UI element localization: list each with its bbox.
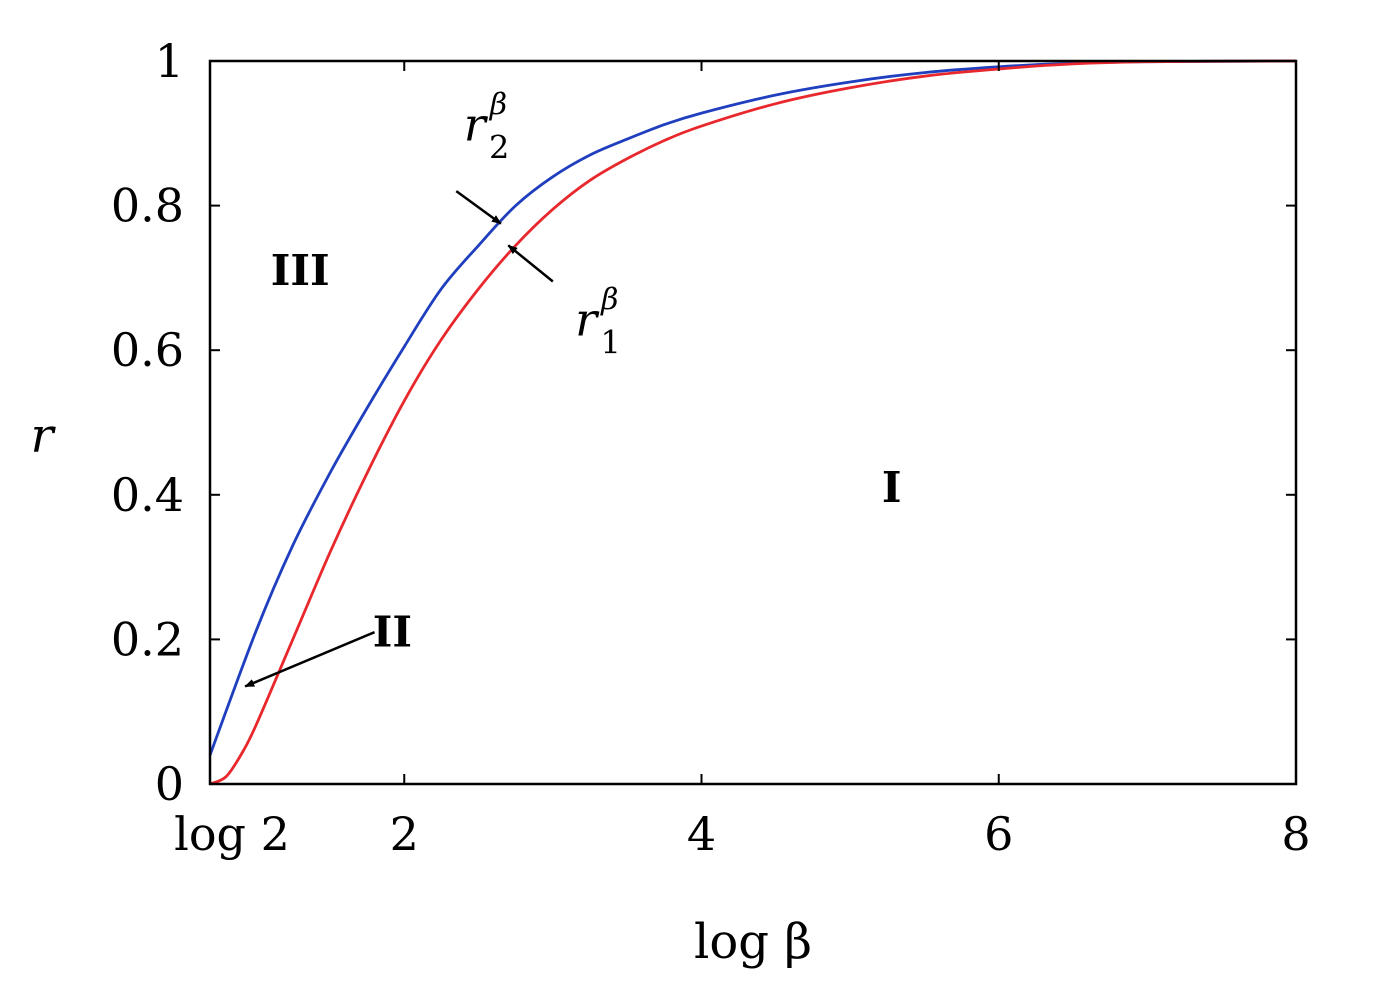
- series-layer: [208, 59, 1297, 786]
- x-tick-label: 8: [1281, 807, 1310, 861]
- annotation-arrow-ii: [244, 631, 376, 688]
- x-tick-label: 6: [984, 807, 1013, 861]
- x-tick-label: 2: [390, 807, 419, 861]
- tick-layer: log 2 2 4 6 8 0 0.2 0.4 0.6 0.8 1: [111, 34, 1311, 861]
- annotation-arrow-r2: [455, 190, 502, 225]
- y-tick-label: 0.6: [111, 323, 184, 377]
- y-tick-label: 0.8: [111, 179, 184, 233]
- annotation-label-ii: II: [373, 608, 412, 657]
- annotation-arrow-r1: [507, 244, 554, 283]
- region-label-i: I: [882, 463, 902, 512]
- y-tick-label: 0.4: [111, 468, 184, 522]
- y-tick-label: 0.2: [111, 612, 184, 666]
- x-axis-label: log β: [694, 914, 812, 970]
- x-tick-label: 4: [687, 807, 716, 861]
- plot-frame: [208, 59, 1298, 786]
- y-axis-label: r: [31, 408, 57, 464]
- series-line-r1: [209, 59, 1297, 786]
- y-tick-label: 0: [155, 757, 184, 811]
- region-label-iii: III: [271, 246, 330, 295]
- y-tick-label: 1: [155, 34, 184, 88]
- x-tick-label: log 2: [174, 807, 290, 861]
